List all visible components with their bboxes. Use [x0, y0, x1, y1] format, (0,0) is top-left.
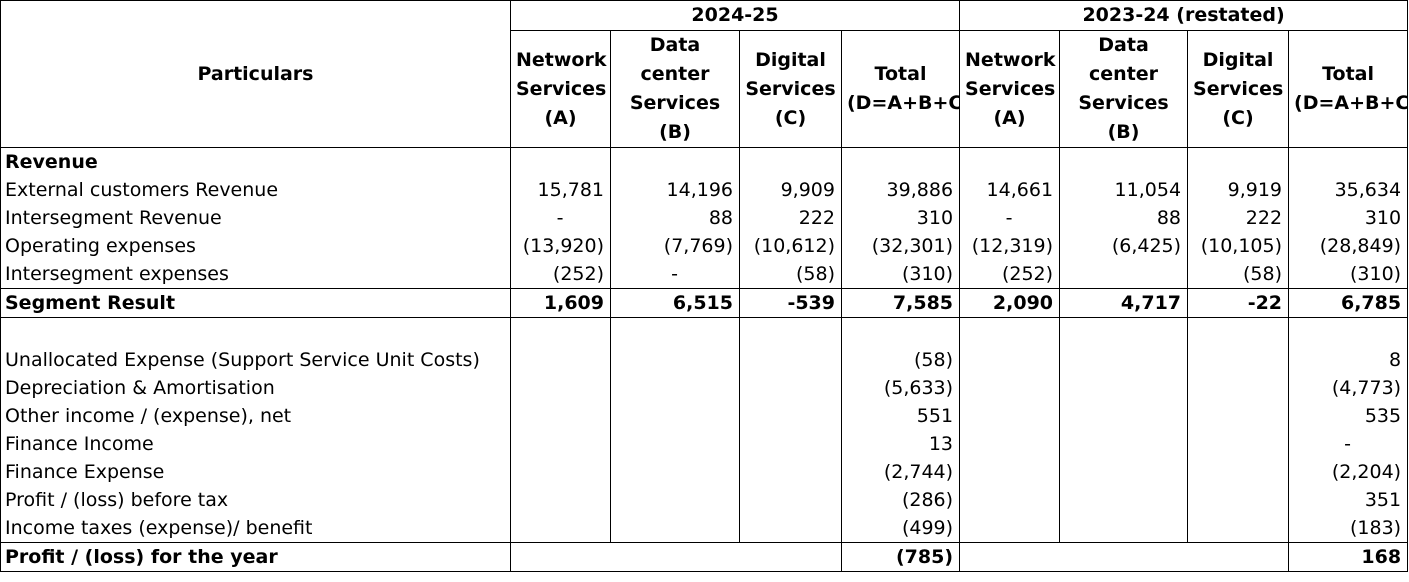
- segment-header-row: Network Services (A) Data center Services (B)…: [1, 30, 1409, 148]
- cell: (32,301): [840, 232, 961, 260]
- cell: (310): [1288, 260, 1409, 289]
- row-label: Depreciation & Amortisation: [0, 374, 511, 402]
- cell: 88: [610, 204, 740, 232]
- cell: (252): [510, 260, 611, 289]
- cell: (183): [1288, 514, 1409, 543]
- cell: 39,886: [840, 176, 961, 204]
- col-header: Digital Services (C): [739, 30, 842, 148]
- cell: (10,612): [739, 232, 842, 260]
- cell: 222: [739, 204, 842, 232]
- cell: 14,196: [610, 176, 740, 204]
- cell: (7,769): [610, 232, 740, 260]
- cell: 168: [1288, 542, 1409, 572]
- period-header-row: Particulars 2024-25 2023-24 (restated): [0, 0, 1409, 148]
- table-row: Intersegment expenses (252) - (58) (310)…: [0, 260, 1409, 289]
- cell: (6,425): [1059, 232, 1189, 260]
- cell: 351: [1288, 486, 1409, 514]
- cell: (2,744): [840, 458, 961, 486]
- cell: (286): [840, 486, 961, 514]
- cell: (10,105): [1187, 232, 1290, 260]
- cell: 9,919: [1187, 176, 1290, 204]
- row-label: Intersegment Revenue: [0, 204, 511, 232]
- cell: (13,920): [510, 232, 611, 260]
- cell: (58): [1187, 260, 1290, 289]
- col-header: Network Services (A): [510, 30, 611, 148]
- cell: 310: [1288, 204, 1409, 232]
- spacer-row: [0, 317, 1409, 346]
- table-row: Profit / (loss) before tax (286) 351: [0, 486, 1409, 514]
- row-label: Operating expenses: [0, 232, 511, 260]
- cell: 15,781: [510, 176, 611, 204]
- table-row: Operating expenses (13,920) (7,769) (10,…: [0, 232, 1409, 260]
- table-row: Revenue: [0, 147, 1409, 176]
- cell: 9,909: [739, 176, 842, 204]
- cell: (4,773): [1288, 374, 1409, 402]
- period-2023-24-header: 2023-24 (restated): [959, 0, 1409, 31]
- cell: 222: [1187, 204, 1290, 232]
- cell: (58): [840, 346, 961, 374]
- cell: (252): [959, 260, 1061, 289]
- cell: -: [510, 204, 611, 232]
- row-label: Unallocated Expense (Support Service Uni…: [0, 346, 511, 374]
- section-heading: Revenue: [0, 147, 511, 176]
- row-label: Intersegment expenses: [0, 260, 511, 289]
- cell: (2,204): [1288, 458, 1409, 486]
- col-header: Digital Services (C): [1187, 30, 1290, 148]
- cell: 310: [840, 204, 961, 232]
- cell: (12,319): [959, 232, 1061, 260]
- cell: (58): [739, 260, 842, 289]
- cell: (5,633): [840, 374, 961, 402]
- row-label: Profit / (loss) before tax: [0, 486, 511, 514]
- cell: 11,054: [1059, 176, 1189, 204]
- cell: [1059, 260, 1189, 289]
- row-label: External customers Revenue: [0, 176, 511, 204]
- cell: -539: [739, 288, 842, 318]
- table-row: Unallocated Expense (Support Service Uni…: [0, 346, 1409, 374]
- cell: (785): [840, 542, 961, 572]
- cell: (499): [840, 514, 961, 543]
- particulars-header: Particulars: [0, 0, 511, 148]
- cell: (310): [840, 260, 961, 289]
- table-row: Depreciation & Amortisation (5,633) (4,7…: [0, 374, 1409, 402]
- cell: 13: [840, 430, 961, 458]
- col-header: Total (D=A+B+C): [840, 30, 961, 148]
- period-2024-25-header: 2024-25: [509, 0, 961, 31]
- cell: (28,849): [1288, 232, 1409, 260]
- table-row: Finance Income 13 -: [0, 430, 1409, 458]
- row-label: Other income / (expense), net: [0, 402, 511, 430]
- cell: -: [610, 260, 740, 289]
- row-label: Finance Income: [0, 430, 511, 458]
- cell: 1,609: [510, 288, 611, 318]
- cell: 35,634: [1288, 176, 1409, 204]
- cell: 7,585: [840, 288, 961, 318]
- cell: -22: [1187, 288, 1290, 318]
- cell: -: [1288, 430, 1409, 458]
- table-row: Finance Expense (2,744) (2,204): [0, 458, 1409, 486]
- col-header: Network Services (A): [959, 30, 1061, 148]
- segment-result-row: Segment Result 1,609 6,515 -539 7,585 2,…: [0, 288, 1409, 318]
- cell: -: [959, 204, 1061, 232]
- cell: 2,090: [959, 288, 1061, 318]
- cell: 4,717: [1059, 288, 1189, 318]
- table-row: External customers Revenue 15,781 14,196…: [0, 176, 1409, 204]
- col-header: Data center Services (B): [1059, 30, 1189, 148]
- cell: 88: [1059, 204, 1189, 232]
- table-row: Income taxes (expense)/ benefit (499) (1…: [0, 514, 1409, 543]
- cell: 535: [1288, 402, 1409, 430]
- cell: 8: [1288, 346, 1409, 374]
- table-row: Other income / (expense), net 551 535: [0, 402, 1409, 430]
- col-header: Total (D=A+B+C): [1288, 30, 1409, 148]
- row-label: Income taxes (expense)/ benefit: [0, 514, 511, 543]
- col-header: Data center Services (B): [610, 30, 740, 148]
- cell: 6,785: [1288, 288, 1409, 318]
- profit-row: Profit / (loss) for the year (785) 168: [0, 542, 1409, 572]
- row-label: Profit / (loss) for the year: [0, 542, 511, 572]
- cell: 14,661: [959, 176, 1061, 204]
- cell: 6,515: [610, 288, 740, 318]
- table-row: Intersegment Revenue - 88 222 310 - 88 2…: [0, 204, 1409, 232]
- row-label: Segment Result: [0, 288, 511, 318]
- row-label: Finance Expense: [0, 458, 511, 486]
- cell: 551: [840, 402, 961, 430]
